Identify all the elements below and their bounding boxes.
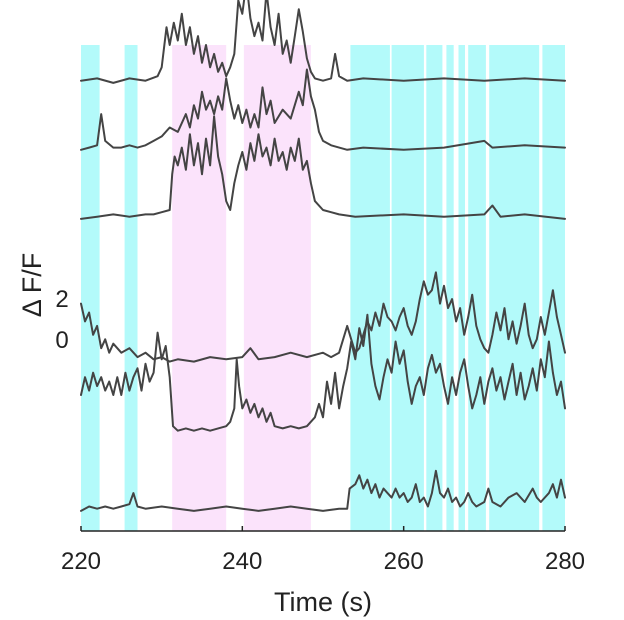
shaded-region-cyan xyxy=(124,45,138,531)
shaded-region-pink xyxy=(243,45,311,531)
shaded-region-cyan xyxy=(542,45,565,531)
trace-1 xyxy=(80,0,566,84)
x-tick-label: 220 xyxy=(61,548,101,575)
shaded-region-cyan xyxy=(489,45,540,531)
scale-bar-label-top: 2 xyxy=(55,286,68,313)
shaded-region-pink xyxy=(172,45,227,531)
y-axis-label: Δ F/F xyxy=(17,253,47,318)
trace-3 xyxy=(80,115,566,220)
x-axis-ticks: 220 240 260 280 xyxy=(61,526,585,575)
shaded-region-cyan xyxy=(458,45,465,531)
shaded-region-cyan xyxy=(446,45,454,531)
shaded-region-cyan xyxy=(81,45,100,531)
traces xyxy=(80,0,566,512)
x-axis-label: Time (s) xyxy=(274,587,372,617)
shaded-region-cyan xyxy=(468,45,486,531)
shaded-region-cyan xyxy=(391,45,424,531)
shaded-region-cyan xyxy=(426,45,443,531)
x-tick-label: 260 xyxy=(384,548,424,575)
shaded-regions xyxy=(81,45,565,531)
trace-5 xyxy=(80,313,566,432)
trace-2 xyxy=(80,68,566,151)
shaded-region-cyan xyxy=(350,45,390,531)
x-tick-label: 240 xyxy=(222,548,262,575)
scale-bar-label-bottom: 0 xyxy=(55,327,68,354)
trace-6 xyxy=(80,469,566,512)
x-tick-label: 280 xyxy=(545,548,585,575)
trace-4 xyxy=(80,271,566,363)
